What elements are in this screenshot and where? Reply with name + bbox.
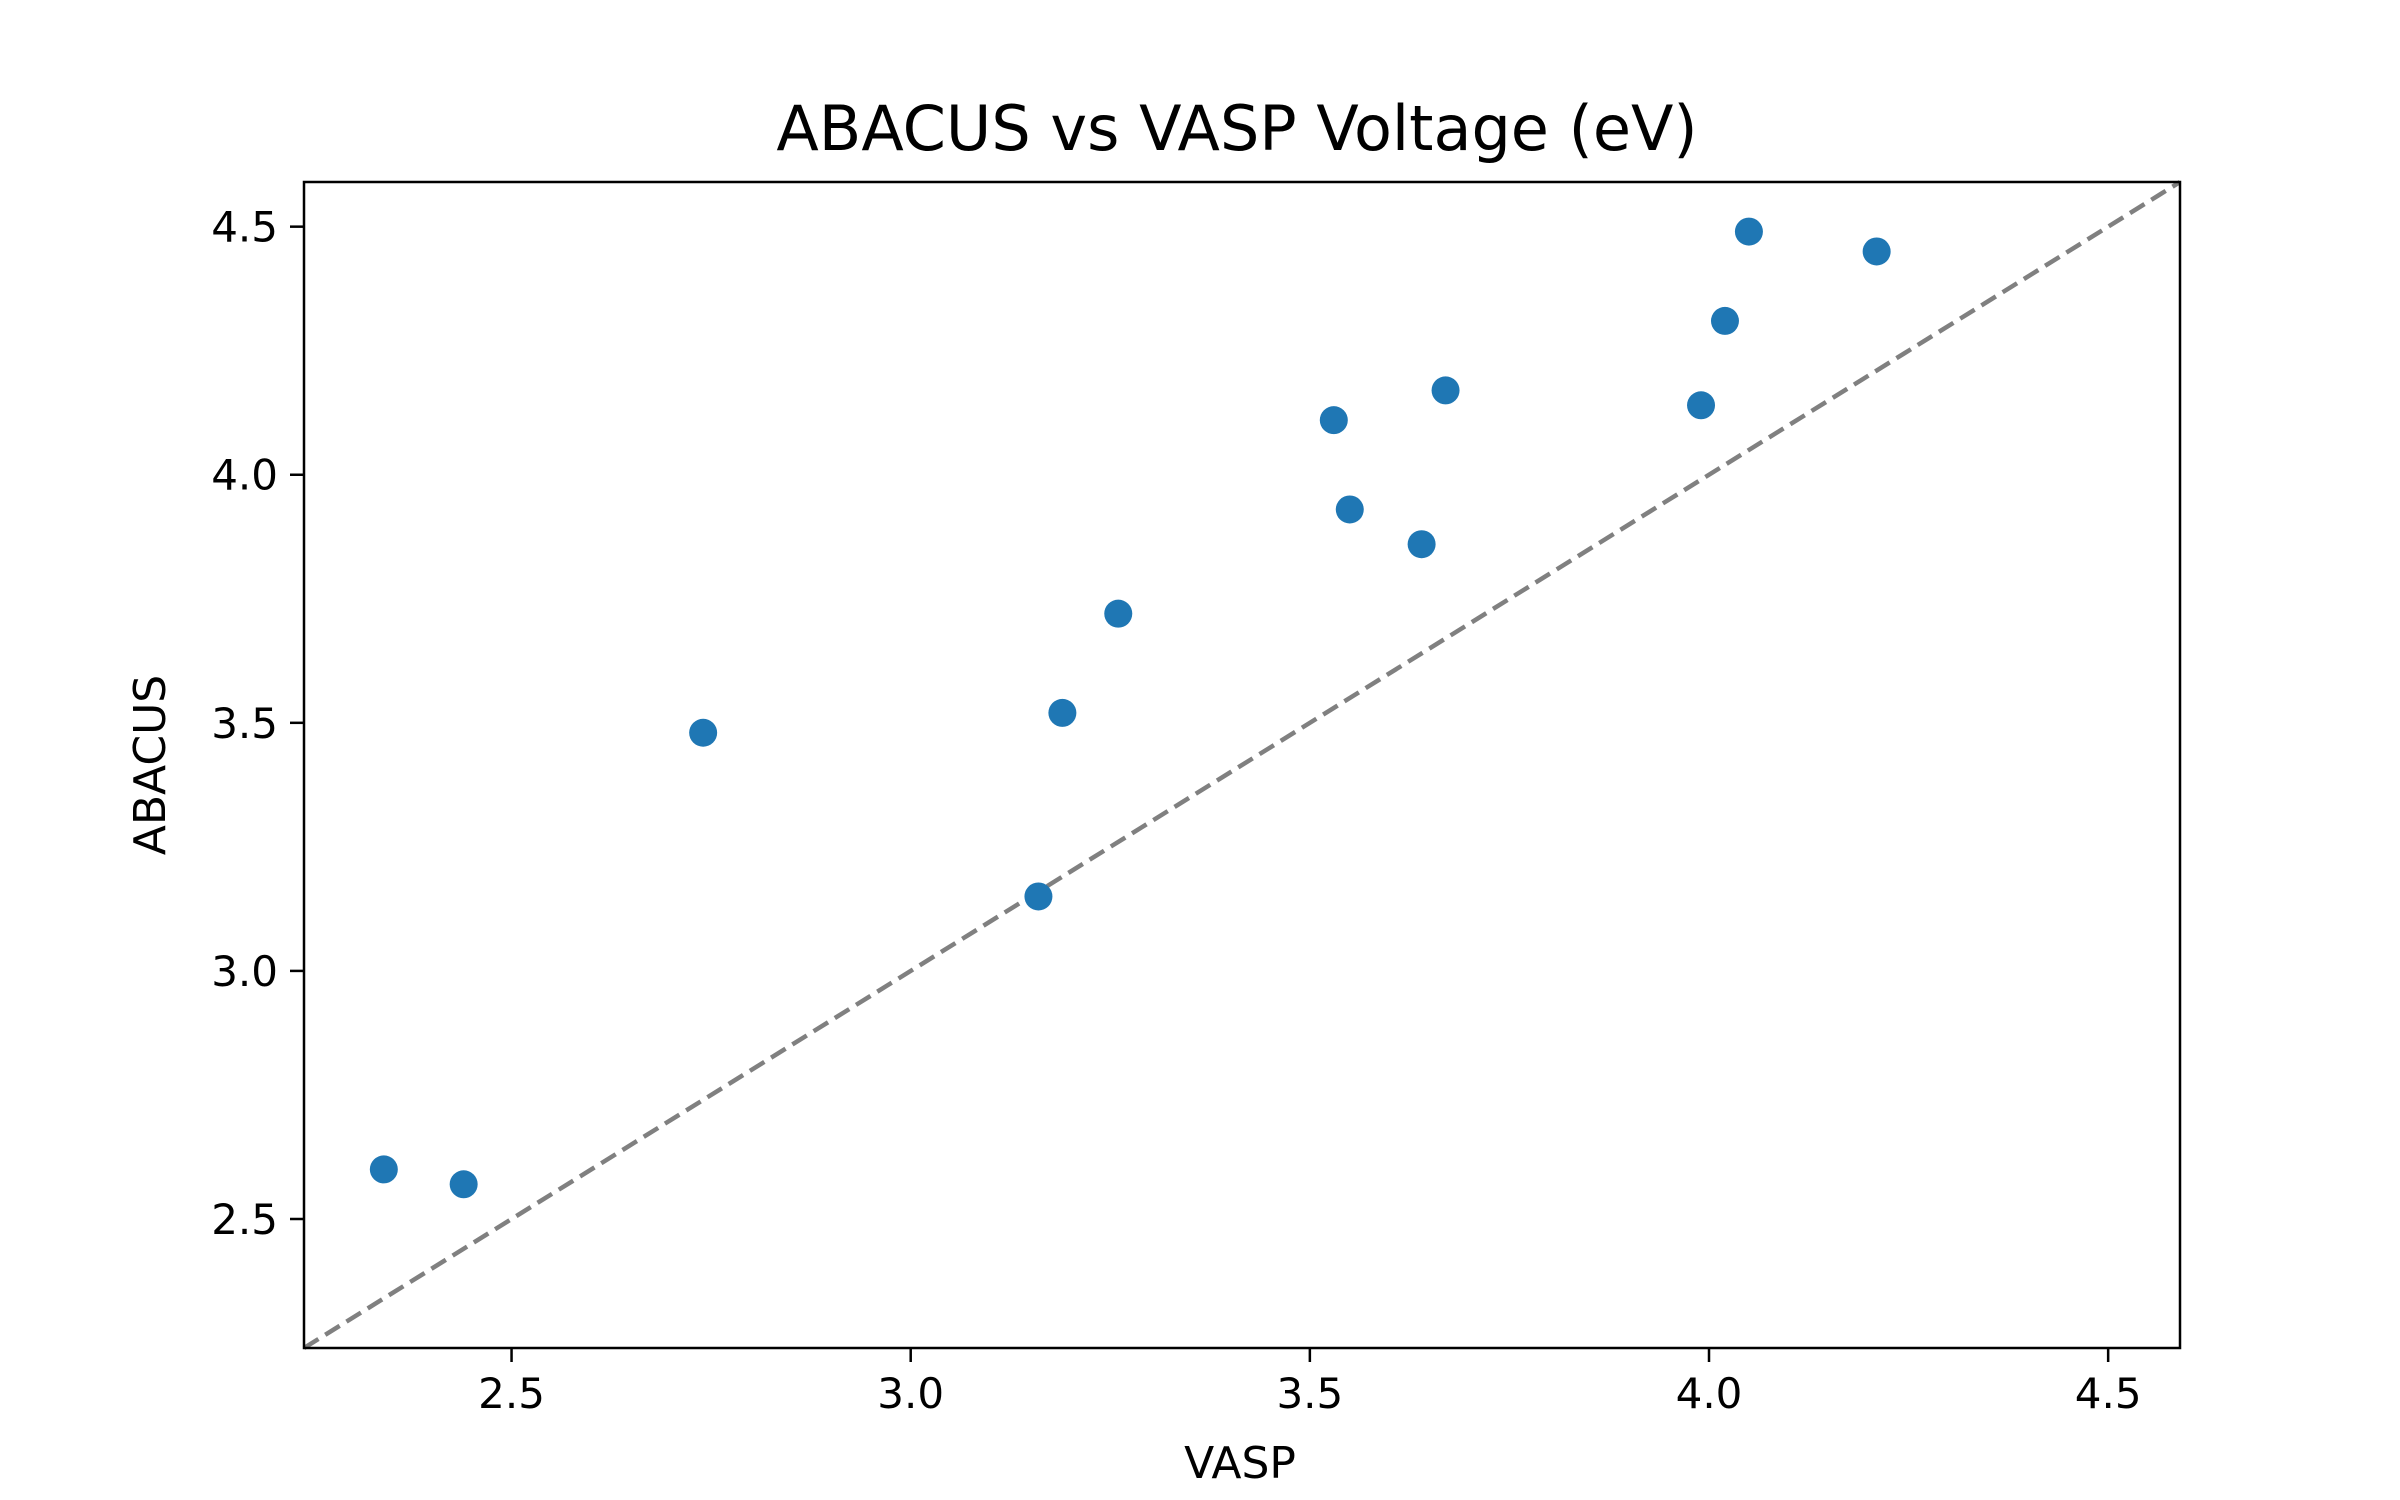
plot-frame xyxy=(302,180,2182,1350)
reference-line xyxy=(302,180,2182,1350)
data-point xyxy=(1862,237,1891,266)
x-tick-label: 3.0 xyxy=(877,1369,944,1418)
y-tick-label: 2.5 xyxy=(211,1195,278,1244)
data-point xyxy=(1104,599,1133,628)
x-tick-label: 2.5 xyxy=(478,1369,545,1418)
y-tick-label: 3.0 xyxy=(211,947,278,996)
data-point xyxy=(1431,376,1460,405)
x-tick-label: 4.5 xyxy=(2075,1369,2142,1418)
y-tick-label: 4.0 xyxy=(211,451,278,500)
data-point xyxy=(1319,406,1348,435)
data-point xyxy=(369,1155,398,1184)
reference-line-layer xyxy=(302,180,2182,1350)
data-point xyxy=(1024,882,1053,911)
data-point xyxy=(1710,306,1739,335)
data-point xyxy=(1407,530,1436,559)
data-point xyxy=(1048,698,1077,727)
y-tick-label: 3.5 xyxy=(211,699,278,748)
chart-title: ABACUS vs VASP Voltage (eV) xyxy=(776,92,1697,165)
x-axis-label: VASP xyxy=(1184,1438,1296,1489)
data-point xyxy=(689,718,718,747)
y-axis-label: ABACUS xyxy=(125,675,176,855)
x-tick-label: 3.5 xyxy=(1276,1369,1343,1418)
x-tick-label: 4.0 xyxy=(1676,1369,1743,1418)
data-point xyxy=(449,1170,478,1199)
y-tick-label: 4.5 xyxy=(211,203,278,252)
data-points-layer xyxy=(369,217,1891,1199)
data-point xyxy=(1734,217,1763,246)
data-point xyxy=(1335,495,1364,524)
y-axis-ticks: 2.5 3.0 3.5 4.0 4.5 xyxy=(211,203,304,1244)
x-axis-ticks: 2.5 3.0 3.5 4.0 4.5 xyxy=(478,1348,2142,1418)
data-point xyxy=(1687,391,1716,420)
